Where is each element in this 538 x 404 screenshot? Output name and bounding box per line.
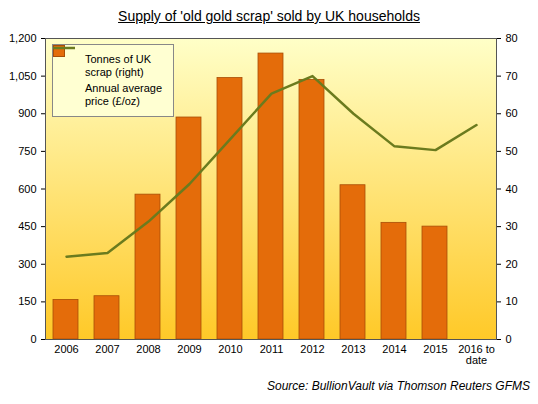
svg-text:2007: 2007 xyxy=(95,343,119,355)
svg-text:150: 150 xyxy=(18,295,36,307)
svg-text:1,200: 1,200 xyxy=(9,32,37,44)
svg-text:900: 900 xyxy=(18,107,36,119)
svg-text:2011: 2011 xyxy=(260,343,284,355)
svg-text:2013: 2013 xyxy=(341,343,365,355)
svg-text:30: 30 xyxy=(506,220,518,232)
svg-text:0: 0 xyxy=(506,333,512,345)
html-text:Tonnes of UK scrap (right): Tonnes of UK scrap (right) xyxy=(85,53,151,78)
svg-text:2016 todate: 2016 todate xyxy=(458,343,495,366)
svg-text:60: 60 xyxy=(506,107,518,119)
svg-text:10: 10 xyxy=(506,295,518,307)
svg-text:2012: 2012 xyxy=(300,343,324,355)
svg-text:70: 70 xyxy=(506,70,518,82)
svg-text:750: 750 xyxy=(18,145,36,157)
svg-text:600: 600 xyxy=(18,183,36,195)
html-text:Supply of 'old gold scrap' sol: Supply of 'old gold scrap' sold by UK ho… xyxy=(118,8,420,24)
html-text:Annual average price (£/oz): Annual average price (£/oz) xyxy=(85,82,163,107)
svg-text:20: 20 xyxy=(506,258,518,270)
svg-text:80: 80 xyxy=(506,32,518,44)
svg-text:2009: 2009 xyxy=(177,343,201,355)
svg-text:2010: 2010 xyxy=(218,343,242,355)
svg-text:2006: 2006 xyxy=(54,343,78,355)
svg-text:0: 0 xyxy=(30,333,36,345)
svg-text:1,050: 1,050 xyxy=(9,70,37,82)
svg-text:2008: 2008 xyxy=(136,343,160,355)
svg-text:300: 300 xyxy=(18,258,36,270)
svg-text:40: 40 xyxy=(506,183,518,195)
html-text:Source: BullionVault via Thoms: Source: BullionVault via Thomson Reuters… xyxy=(267,379,530,393)
svg-text:50: 50 xyxy=(506,145,518,157)
svg-text:450: 450 xyxy=(18,220,36,232)
svg-text:2014: 2014 xyxy=(382,343,406,355)
svg-text:2015: 2015 xyxy=(423,343,447,355)
